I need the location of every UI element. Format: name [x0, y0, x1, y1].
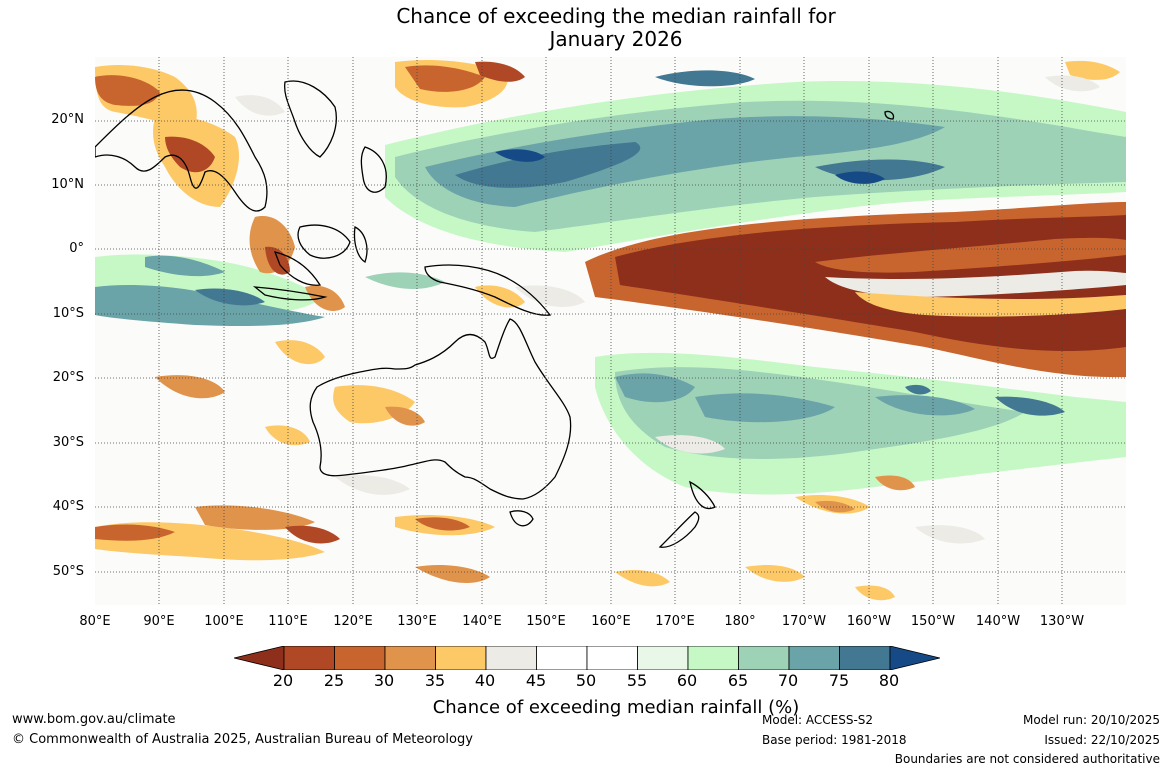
lat-label-20n: 20°N	[51, 112, 84, 127]
java-coastline	[252, 286, 328, 301]
lat-label-10n: 10°N	[51, 177, 84, 192]
south-pacific-wet-patch	[595, 352, 1126, 495]
east-asia-coastline	[284, 80, 337, 158]
colorbar-bin-35-40	[435, 646, 487, 670]
colorbar-tick-25: 25	[323, 671, 345, 690]
colorbar-bin-65-70	[738, 646, 790, 670]
north-pacific-wet-band	[385, 70, 1126, 252]
colorbar-tick-75: 75	[828, 671, 850, 690]
colorbar-bin-40-45	[485, 646, 537, 670]
model-text: Model: ACCESS-S2	[762, 713, 874, 727]
disclaimer-text: Boundaries are not considered authoritat…	[894, 752, 1160, 766]
colorbar-tick-70: 70	[777, 671, 799, 690]
colorbar-tick-20: 20	[272, 671, 294, 690]
colorbar-lower-extend	[234, 646, 285, 670]
australia-coastline	[309, 318, 572, 500]
colorbar-tick-50: 50	[575, 671, 597, 690]
colorbar-tick-30: 30	[373, 671, 395, 690]
colorbar-tick-55: 55	[626, 671, 648, 690]
lon-label-140w: 140°W	[975, 614, 1021, 629]
colorbar-tick-40: 40	[474, 671, 496, 690]
graticule	[95, 57, 1126, 605]
lon-label-180: 180°	[724, 614, 756, 629]
copyright-text: © Commonwealth of Australia 2025, Austra…	[12, 732, 473, 747]
website-text: www.bom.gov.au/climate	[12, 712, 176, 727]
philippines-coastline	[360, 146, 387, 193]
colorbar-bin-30-35	[384, 646, 436, 670]
colorbar-tick-80: 80	[878, 671, 900, 690]
lat-label-10s: 10°S	[52, 306, 84, 321]
colorbar-upper-extend	[889, 646, 940, 670]
map-title-line-2: January 2026	[549, 27, 683, 51]
lat-label-40s: 40°S	[52, 499, 84, 514]
colorbar-bin-25-30	[334, 646, 386, 670]
lon-label-80e: 80°E	[79, 614, 111, 629]
lon-label-120e: 120°E	[333, 614, 373, 629]
colorbar-bin-20-25	[283, 646, 335, 670]
lon-label-150e: 150°E	[526, 614, 566, 629]
coastlines	[95, 80, 895, 548]
lat-label-20s: 20°S	[52, 370, 84, 385]
lat-label-0: 0°	[69, 241, 84, 256]
nz-south-island	[658, 511, 700, 548]
near-normal-patches	[235, 75, 1100, 544]
colorbar-tick-60: 60	[676, 671, 698, 690]
colorbar-bin-60-65	[687, 646, 739, 670]
new-guinea-coastline	[424, 264, 552, 316]
lon-label-150w: 150°W	[910, 614, 956, 629]
lon-label-160w: 160°W	[846, 614, 892, 629]
lon-label-170w: 170°W	[781, 614, 827, 629]
colorbar-tick-35: 35	[424, 671, 446, 690]
lon-label-90e: 90°E	[143, 614, 175, 629]
hawaii-coastline	[884, 110, 895, 120]
colorbar-bin-50-55	[586, 646, 638, 670]
colorbar-label: Chance of exceeding median rainfall (%)	[432, 697, 800, 718]
lon-label-100e: 100°E	[204, 614, 244, 629]
colorbar-bin-75-80	[839, 646, 891, 670]
asia-dry-patches	[95, 60, 1120, 311]
sulawesi-coastline	[353, 226, 368, 263]
lon-label-170e: 170°E	[655, 614, 695, 629]
south-asia-coastline	[95, 89, 268, 212]
colorbar-bin-45-50	[536, 646, 588, 670]
lon-label-140e: 140°E	[462, 614, 502, 629]
lon-label-130w: 130°W	[1039, 614, 1085, 629]
colorbar-bin-55-60	[637, 646, 689, 670]
lat-label-50s: 50°S	[52, 564, 84, 579]
colorbar-bin-70-75	[788, 646, 840, 670]
colorbar-tick-65: 65	[727, 671, 749, 690]
lat-label-30s: 30°S	[52, 435, 84, 450]
maritime-continent-patches	[95, 254, 445, 327]
borneo-coastline	[297, 224, 351, 259]
australia-region-patches	[95, 340, 915, 601]
base-period-text: Base period: 1981-2018	[762, 733, 907, 747]
tasmania-coastline	[509, 510, 534, 527]
map-title-line-1: Chance of exceeding the median rainfall …	[396, 4, 836, 28]
lon-label-130e: 130°E	[397, 614, 437, 629]
lon-label-160e: 160°E	[591, 614, 631, 629]
lon-label-110e: 110°E	[268, 614, 308, 629]
colorbar-tick-45: 45	[525, 671, 547, 690]
nz-north-island	[689, 480, 716, 510]
issued-text: Issued: 22/10/2025	[1044, 733, 1160, 747]
sumatra-coastline	[273, 251, 322, 286]
colorbar	[234, 646, 940, 670]
rainfall-probability-map	[95, 57, 1126, 605]
model-run-text: Model run: 20/10/2025	[1022, 713, 1160, 727]
